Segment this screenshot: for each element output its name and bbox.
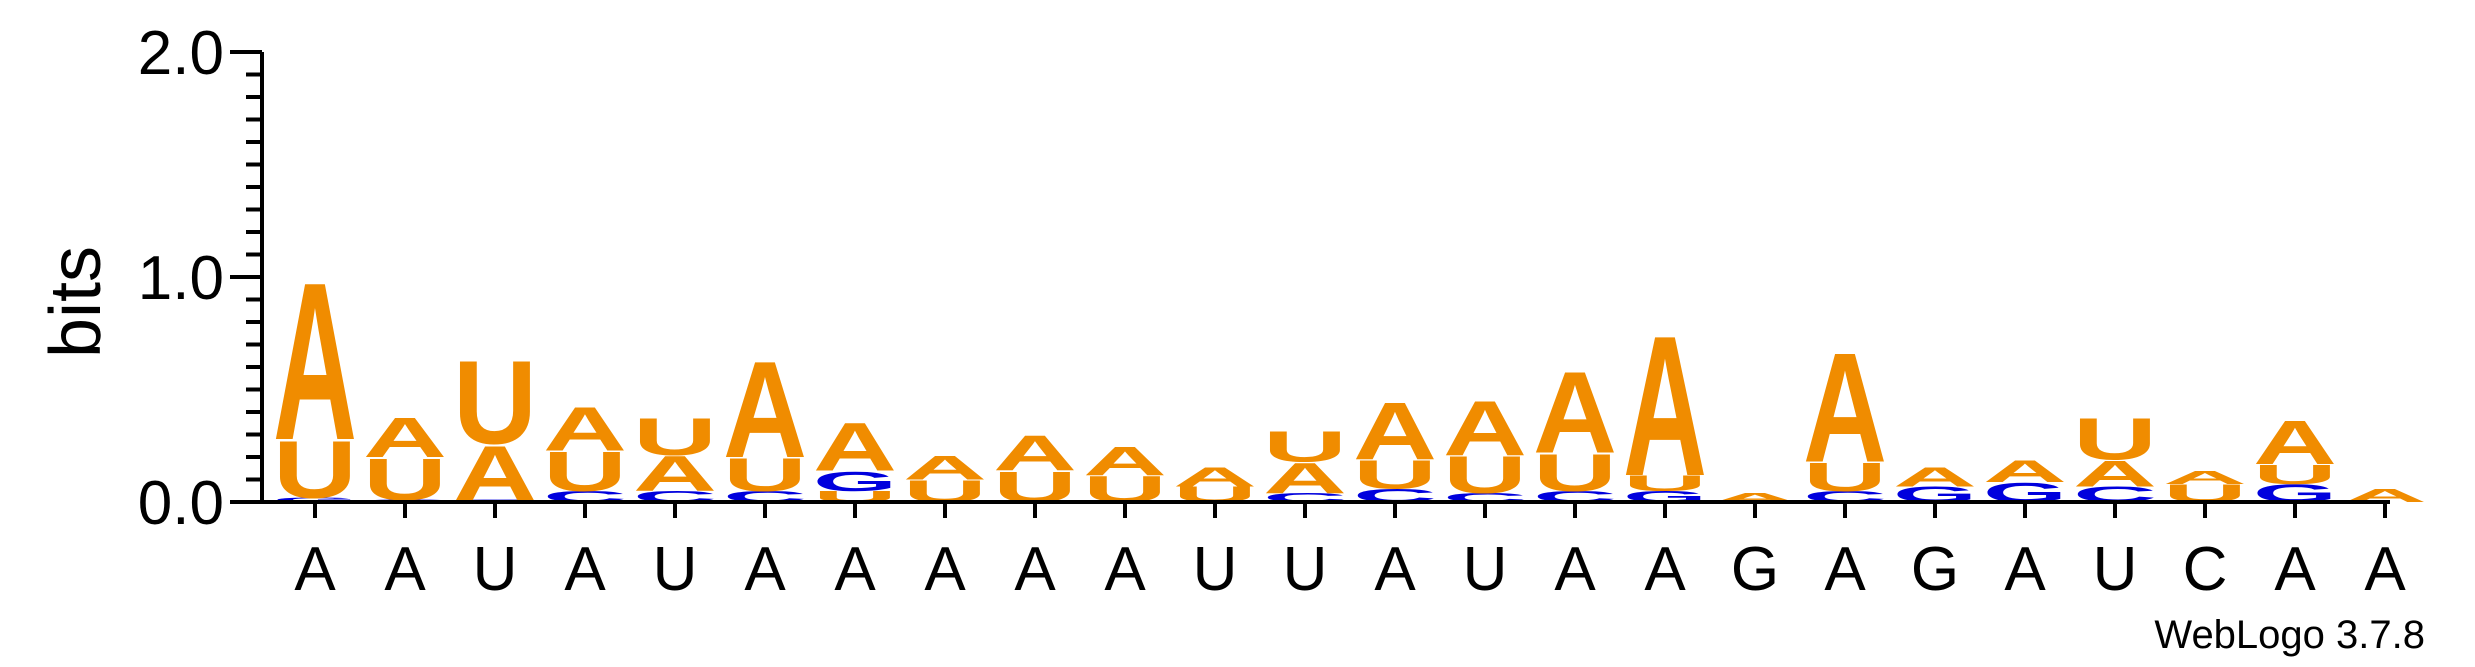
logo-column: GA — [1983, 454, 2067, 508]
logo-column: CUA — [363, 407, 447, 513]
logo-column: UA — [1083, 439, 1167, 511]
logo-letter-u: U — [543, 440, 627, 503]
logo-column: GUA — [273, 235, 357, 515]
logo-letter-a: A — [1623, 294, 1707, 518]
x-tick-label: A — [294, 535, 336, 604]
logo-letter-u: U — [1443, 445, 1527, 504]
letter-stacks: GUACUACAUCUACAUCUAUGAUAUAUAUACAUCUACUACU… — [273, 235, 2427, 517]
logo-column: UA — [903, 449, 987, 509]
logo-letter-a: A — [2163, 467, 2247, 488]
logo-letter-u: U — [453, 336, 537, 468]
x-tick-label: A — [1014, 535, 1056, 604]
logo-letter-a: A — [633, 446, 717, 502]
logo-letter-a: A — [2253, 407, 2337, 477]
x-tick-label: U — [1283, 535, 1328, 604]
x-tick-label: A — [1554, 535, 1596, 604]
y-tick-label: 2.0 — [138, 19, 224, 88]
x-tick-label: A — [564, 535, 606, 604]
logo-letter-a: A — [1983, 454, 2067, 489]
logo-letter-a: A — [363, 407, 447, 470]
logo-letter-u: U — [1353, 452, 1437, 497]
y-tick-label: 1.0 — [138, 244, 224, 313]
logo-letter-a: A — [1893, 461, 1977, 493]
y-axis-label: bits — [36, 246, 116, 358]
logo-letter-a: A — [1083, 439, 1167, 484]
logo-letter-u: U — [1623, 471, 1707, 496]
logo-column: CAU — [453, 336, 537, 516]
x-tick-label: A — [2364, 535, 2406, 604]
x-tick-label: G — [1731, 535, 1779, 604]
x-tick-label: A — [1644, 535, 1686, 604]
y-tick-label: 0.0 — [138, 469, 224, 538]
logo-column: CUA — [1803, 321, 1887, 506]
weblogo-credit: WebLogo 3.7.8 — [2154, 613, 2425, 657]
logo-letter-a: A — [1803, 321, 1887, 496]
logo-letter-u: U — [2253, 458, 2337, 490]
logo-column: CAU — [1263, 422, 1347, 505]
logo-column: CAU — [633, 407, 717, 505]
logo-letter-a: A — [1173, 461, 1257, 493]
x-tick-label: A — [924, 535, 966, 604]
logo-letter-u: U — [1533, 443, 1617, 502]
logo-column: GUA — [1623, 294, 1707, 518]
x-tick-label: A — [1374, 535, 1416, 604]
logo-letter-u: U — [2073, 405, 2157, 472]
x-tick-label: A — [1824, 535, 1866, 604]
logo-letter-a: A — [1353, 386, 1437, 477]
logo-letter-a: A — [903, 449, 987, 487]
x-tick-label: U — [1463, 535, 1508, 604]
logo-column: GUA — [2253, 407, 2337, 508]
logo-letter-g: G — [813, 465, 897, 496]
x-tick-label: A — [1104, 535, 1146, 604]
logo-column: UA — [993, 425, 1077, 511]
x-tick-label: A — [834, 535, 876, 604]
logo-column: CUA — [1533, 348, 1617, 506]
x-tick-label: U — [1193, 535, 1238, 604]
logo-column: GA — [1893, 461, 1977, 507]
x-tick-label: C — [2183, 535, 2228, 604]
logo-letter-a: A — [2073, 453, 2157, 495]
x-tick-label: A — [2274, 535, 2316, 604]
logo-letter-a: A — [1263, 453, 1347, 502]
x-tick-label: G — [1911, 535, 1959, 604]
logo-letter-a: A — [813, 409, 897, 485]
logo-column: CAU — [2073, 405, 2157, 506]
y-axis: 0.0 1.0 2.0 — [138, 19, 264, 538]
x-tick-label: U — [473, 535, 518, 604]
logo-letter-g: G — [273, 496, 357, 503]
x-tick-label: A — [2004, 535, 2046, 604]
logo-column: UA — [1173, 461, 1257, 507]
logo-letter-u: U — [723, 448, 807, 500]
logo-column: CUA — [1353, 386, 1437, 506]
logo-letter-a: A — [723, 333, 807, 486]
logo-column: CUA — [543, 393, 627, 505]
logo-letter-u: U — [1803, 454, 1887, 499]
x-tick-label: A — [744, 535, 786, 604]
logo-column: CUA — [723, 333, 807, 506]
x-tick-label: U — [2093, 535, 2138, 604]
logo-letter-a: A — [1443, 384, 1527, 472]
logo-letter-a: A — [273, 235, 357, 486]
logo-column: CUA — [1443, 384, 1527, 505]
logo-letter-u: U — [1263, 422, 1347, 471]
logo-letter-a: A — [543, 393, 627, 463]
x-tick-label: A — [384, 535, 426, 604]
x-tick-label: U — [653, 535, 698, 604]
logo-letter-a: A — [993, 425, 1077, 481]
logo-letter-a: A — [1533, 348, 1617, 478]
logo-letter-u: U — [633, 407, 717, 466]
logo-column: UGA — [813, 409, 897, 505]
